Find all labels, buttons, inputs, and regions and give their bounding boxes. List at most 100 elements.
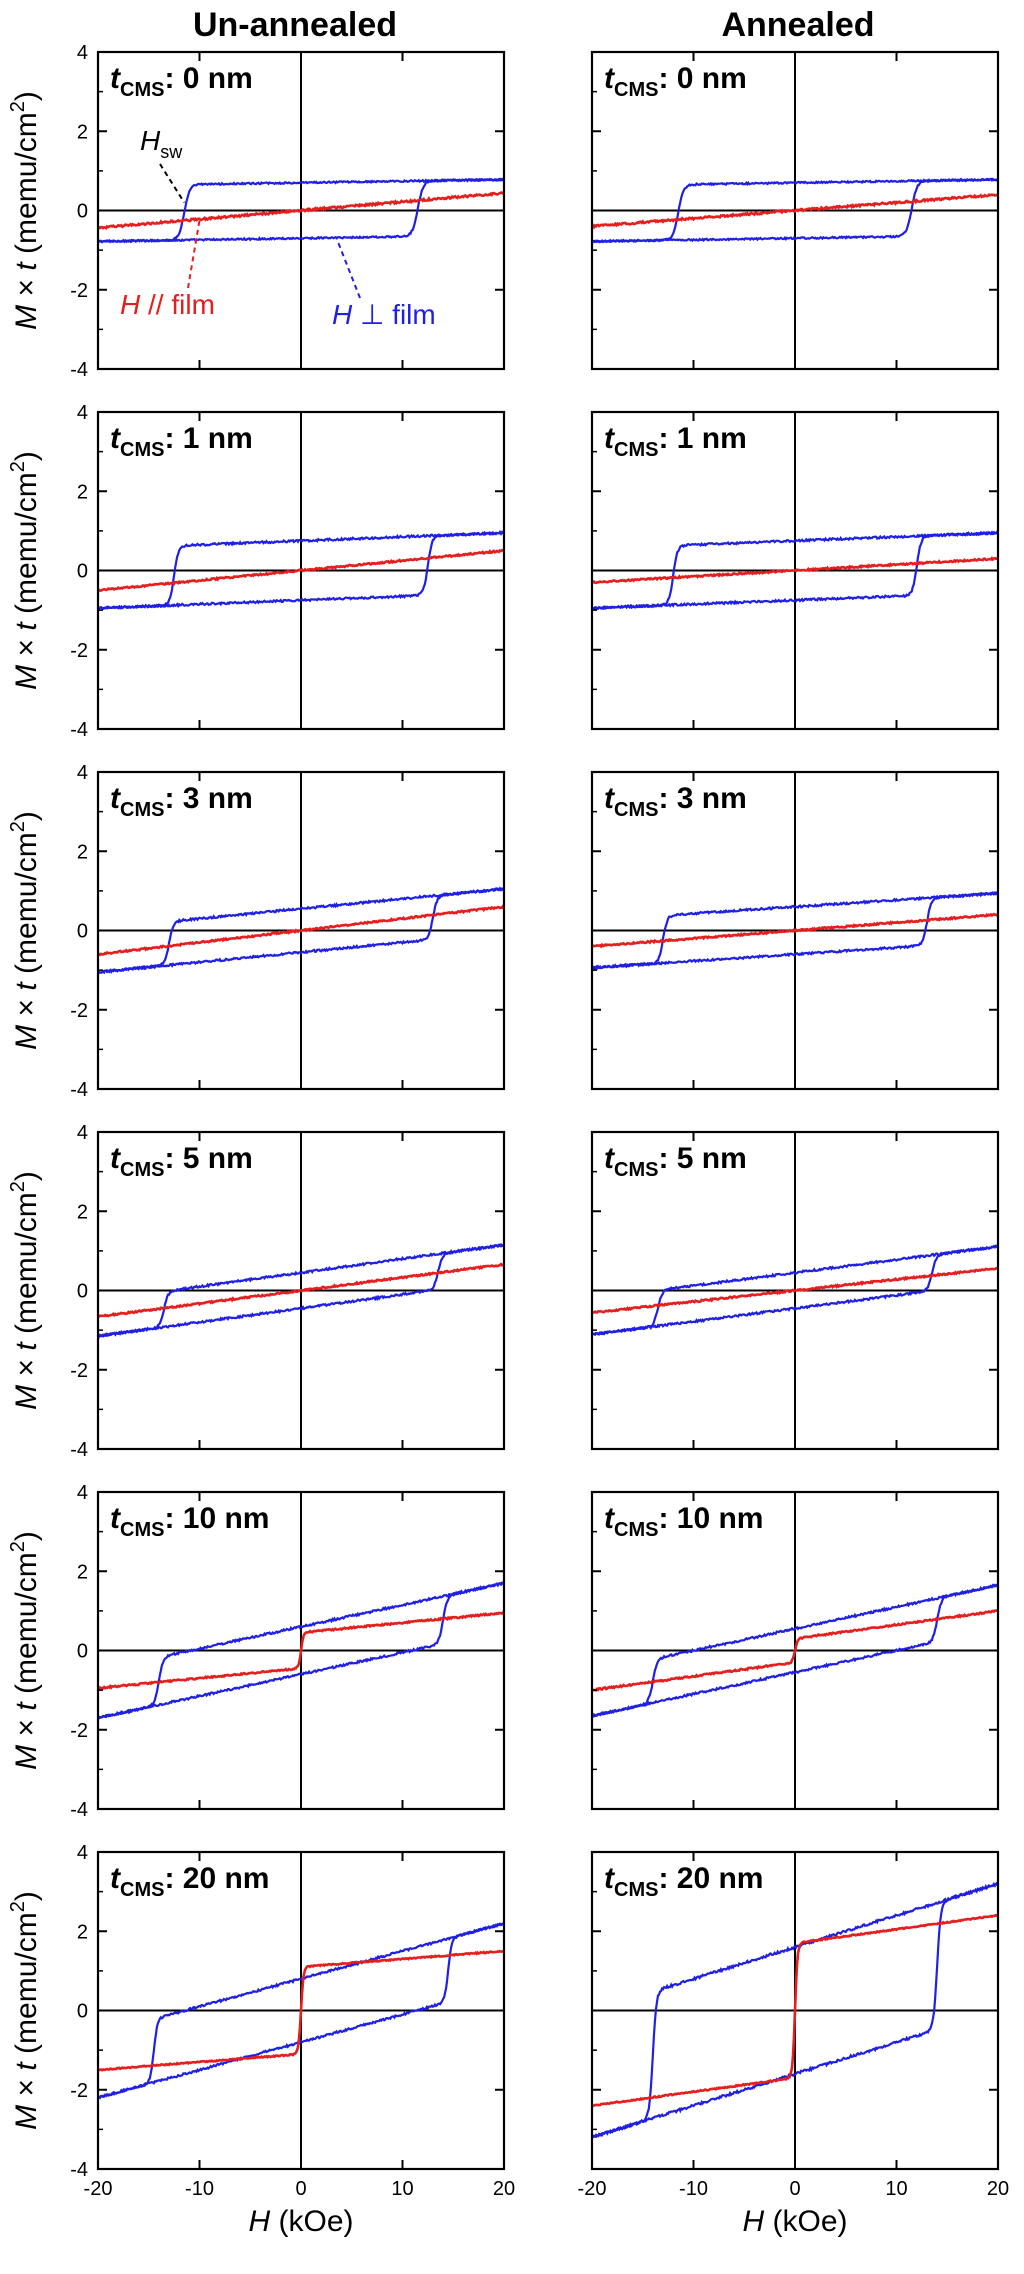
panel: -4 -2 0 2 4 M × t (memu/cm2) tCMS: 10 nm: [7, 1482, 506, 1821]
panel-label: tCMS: 20 nm: [604, 1862, 764, 1901]
y-axis-label: M × t (memu/cm2): [7, 811, 43, 1050]
y-tick-label: 4: [77, 1122, 88, 1144]
series-line-perp-ascending: [592, 1882, 998, 2139]
series-line-para: [592, 1608, 998, 1692]
series-line-para: [98, 191, 504, 230]
y-tick-label: 4: [77, 42, 88, 64]
series-line-perp-ascending: [592, 891, 998, 971]
series-line-perp-descending: [592, 177, 998, 244]
panel: -4 -2 0 2 4 M × t (memu/cm2) tCMS: 0 nm Hsw H //…: [7, 42, 506, 381]
x-tick-label: 10: [391, 2178, 413, 2200]
series-line-perp-descending: [98, 1922, 504, 2099]
panel-label: tCMS: 0 nm: [110, 62, 253, 101]
column-title-unannealed: Un-annealed: [193, 6, 397, 44]
annotation-para: H // film: [120, 289, 215, 320]
plot-area: [98, 412, 504, 729]
y-tick-label: 4: [77, 1842, 88, 1864]
plot-area: [98, 1492, 504, 1809]
y-axis-label: M × t (memu/cm2): [7, 91, 43, 330]
series-line-perp-descending: [592, 891, 998, 970]
x-tick-label: 10: [885, 2178, 907, 2200]
panel-label: tCMS: 1 nm: [110, 422, 253, 461]
plot-area: [592, 772, 998, 1089]
y-tick-label: 4: [77, 1482, 88, 1504]
panel: tCMS: 10 nm: [590, 1490, 1000, 1811]
series-line-perp-descending: [592, 1244, 998, 1337]
plot-area: [98, 1852, 504, 2169]
x-tick-label: -10: [185, 2178, 214, 2200]
annotation-perp-arrow: [335, 237, 361, 299]
y-tick-label: 2: [77, 841, 88, 863]
annotation-hsw-arrow: [159, 163, 186, 204]
panel-label: tCMS: 3 nm: [604, 782, 747, 821]
plot-area: [98, 1132, 504, 1449]
y-tick-label: 4: [77, 402, 88, 424]
series-line-perp-ascending: [98, 1243, 504, 1339]
y-tick-label: -2: [70, 2080, 88, 2102]
y-tick-label: 2: [77, 1921, 88, 1943]
series-line-para: [98, 1949, 504, 2072]
column-title-annealed: Annealed: [721, 6, 874, 44]
panel: -4 -2 0 2 4 M × t (memu/cm2) tCMS: 5 nm: [7, 1122, 506, 1461]
y-tick-label: 0: [77, 1641, 88, 1663]
x-axis-label: H (kOe): [248, 2205, 353, 2238]
panel-label: tCMS: 5 nm: [110, 1142, 253, 1181]
y-axis-label: M × t (memu/cm2): [7, 1171, 43, 1410]
plot-area: [592, 1492, 998, 1809]
y-tick-label: 4: [77, 762, 88, 784]
x-axis-label: H (kOe): [742, 2205, 847, 2238]
panel: -20 -10 0 10 20 H (kOe) tCMS: 20 nm: [578, 1850, 1009, 2238]
y-tick-label: -2: [70, 1720, 88, 1742]
panel-label: tCMS: 20 nm: [110, 1862, 270, 1901]
panel-label: tCMS: 10 nm: [110, 1502, 270, 1541]
series-line-para: [592, 1913, 998, 2108]
plot-area: [592, 1132, 998, 1449]
panel-label: tCMS: 3 nm: [110, 782, 253, 821]
series-line-perp-ascending: [98, 887, 504, 975]
y-tick-label: -4: [70, 1799, 88, 1821]
y-tick-label: -4: [70, 1439, 88, 1461]
panel: -4 -2 0 2 4 M × t (memu/cm2) tCMS: 3 nm: [7, 762, 506, 1101]
series-line-perp-ascending: [98, 1581, 504, 1719]
series-line-perp-descending: [98, 530, 504, 612]
series-line-perp-descending: [592, 530, 998, 611]
y-tick-label: -4: [70, 2159, 88, 2181]
series-line-perp-descending: [592, 1881, 998, 2139]
series-line-para: [592, 1266, 998, 1315]
series-line-perp-ascending: [592, 1244, 998, 1336]
x-tick-label: 20: [987, 2178, 1009, 2200]
x-tick-label: 0: [295, 2178, 306, 2200]
y-tick-label: -4: [70, 1079, 88, 1101]
y-tick-label: -2: [70, 1000, 88, 1022]
y-tick-label: -4: [70, 719, 88, 741]
panel: tCMS: 1 nm: [590, 410, 1000, 731]
y-tick-label: 0: [77, 921, 88, 943]
y-axis-label: M × t (memu/cm2): [7, 1531, 43, 1770]
y-tick-label: 2: [77, 1561, 88, 1583]
series-line-perp-ascending: [98, 1922, 504, 2100]
plot-area: [98, 772, 504, 1089]
x-tick-label: -20: [84, 2178, 113, 2200]
series-line-perp-descending: [592, 1583, 998, 1718]
panel: tCMS: 3 nm: [590, 770, 1000, 1091]
series-line-perp-descending: [98, 177, 504, 244]
y-tick-label: 0: [77, 1281, 88, 1303]
panel: -4 -2 0 2 4 M × t (memu/cm2) tCMS: 1 nm: [7, 402, 506, 741]
series-line-perp-descending: [98, 1243, 504, 1338]
annotation-perp: H ⊥ film: [332, 299, 436, 330]
series-line-perp-descending: [98, 1581, 504, 1720]
y-tick-label: -4: [70, 359, 88, 381]
panel-label: tCMS: 10 nm: [604, 1502, 764, 1541]
x-tick-label: -20: [578, 2178, 607, 2200]
panel: tCMS: 5 nm: [590, 1130, 1000, 1451]
annotation-hsw: Hsw: [140, 125, 183, 162]
y-tick-label: 2: [77, 121, 88, 143]
plot-area: [98, 52, 504, 369]
series-line-para: [98, 548, 504, 592]
series-line-para: [592, 193, 998, 230]
series-line-perp-descending: [98, 886, 504, 974]
plot-area: [592, 1852, 998, 2169]
